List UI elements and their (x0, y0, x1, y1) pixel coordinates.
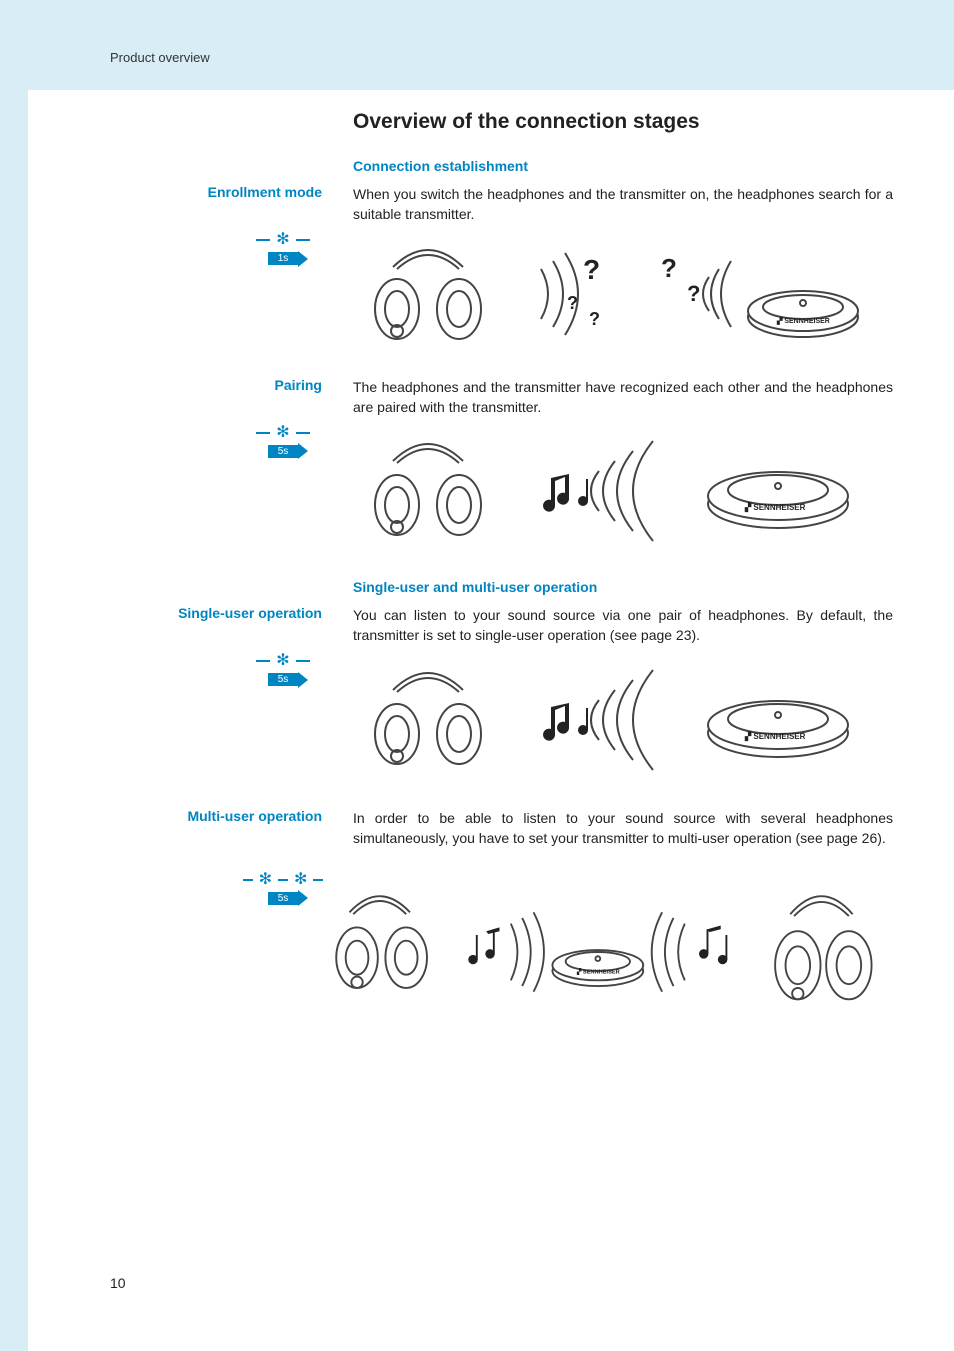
led-star-icon: ✻ (276, 232, 289, 248)
svg-text:?: ? (661, 253, 677, 283)
transmitter-icon: ▞ SENNHEISER (693, 675, 863, 765)
page-number: 10 (110, 1275, 126, 1291)
time-label: 5s (268, 445, 299, 458)
led-star-icon: ✻ (276, 425, 289, 441)
illustration-enrollment: ? ? ? ? ? (353, 239, 893, 349)
headphones-icon (353, 660, 503, 780)
stage-enrollment-text: When you switch the headphones and the t… (353, 184, 893, 225)
header-band: Product overview (0, 0, 954, 90)
stage-single-user: Single-user operation You can listen to … (353, 605, 893, 780)
stage-pairing-text: The headphones and the transmitter have … (353, 377, 893, 418)
headphones-icon (353, 431, 503, 551)
stage-single-text: You can listen to your sound source via … (353, 605, 893, 646)
led-indicator-enrollment: ✻ 1s (233, 232, 333, 265)
subsection-connection-title: Connection establishment (353, 158, 893, 174)
illustration-single: ▞ SENNHEISER (353, 660, 893, 780)
transmitter-icon: ▞ SENNHEISER (693, 446, 863, 536)
signal-music-icon (523, 660, 673, 780)
signal-search-icon: ? ? ? (523, 239, 633, 349)
svg-text:?: ? (687, 281, 700, 306)
page-title: Overview of the connection stages (353, 110, 893, 134)
led-star-icon: ✻ (294, 872, 307, 888)
led-star-icon: ✻ (259, 872, 272, 888)
svg-text:▞ SENNHEISER: ▞ SENNHEISER (776, 316, 830, 325)
led-star-icon: ✻ (276, 653, 289, 669)
time-arrow-icon: 5s (233, 673, 333, 686)
transmitter-broadcast-icon: ▞ SENNHEISER (456, 872, 740, 1032)
led-indicator-multi: ✻ ✻ 5s (233, 872, 333, 905)
led-indicator-pairing: ✻ 5s (233, 425, 333, 458)
subsection-operation-title: Single-user and multi-user operation (353, 579, 893, 595)
time-arrow-icon: 5s (233, 892, 333, 905)
left-margin-band (0, 90, 28, 1351)
stage-enrollment-label: Enrollment mode (88, 184, 338, 200)
time-arrow-icon: 5s (233, 445, 333, 458)
time-arrow-icon: 1s (233, 252, 333, 265)
time-label: 1s (268, 252, 299, 265)
illustration-pairing: ▞ SENNHEISER (353, 431, 893, 551)
time-label: 5s (268, 673, 299, 686)
time-label: 5s (268, 892, 299, 905)
svg-text:?: ? (567, 293, 578, 313)
headphones-icon (760, 862, 883, 1042)
illustration-multi: ▞ SENNHEISER (323, 862, 883, 1042)
svg-text:?: ? (583, 254, 600, 285)
stage-multi-user: Multi-user operation In order to be able… (353, 808, 893, 1043)
stage-enrollment: Enrollment mode When you switch the head… (353, 184, 893, 349)
page-content: Overview of the connection stages Connec… (28, 90, 954, 1070)
header-section-label: Product overview (110, 50, 210, 65)
svg-text:?: ? (589, 309, 600, 329)
svg-text:▞ SENNHEISER: ▞ SENNHEISER (744, 731, 806, 742)
stage-single-label: Single-user operation (88, 605, 338, 621)
svg-text:▞ SENNHEISER: ▞ SENNHEISER (744, 502, 806, 513)
led-indicator-single: ✻ 5s (233, 653, 333, 686)
signal-music-icon (523, 431, 673, 551)
stage-multi-label: Multi-user operation (88, 808, 338, 824)
headphones-icon (323, 872, 436, 1032)
stage-multi-text: In order to be able to listen to your so… (353, 808, 893, 849)
stage-pairing: Pairing The headphones and the transmitt… (353, 377, 893, 552)
headphones-icon (353, 239, 503, 349)
transmitter-search-icon: ? ? ▞ SENNHEISER (653, 239, 873, 349)
stage-pairing-label: Pairing (88, 377, 338, 393)
